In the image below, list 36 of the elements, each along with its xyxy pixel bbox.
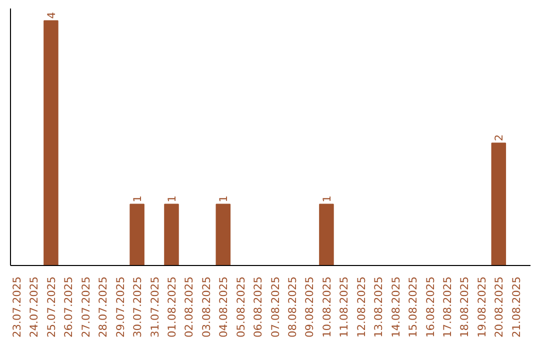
data-label: 1	[165, 196, 178, 202]
x-tick-label: 06.08.2025	[252, 276, 265, 338]
x-tick-label: 25.07.2025	[44, 276, 58, 338]
data-label: 1	[320, 196, 334, 202]
x-tick-label: 16.08.2025	[424, 276, 437, 338]
data-label: 4	[44, 12, 58, 19]
x-tick-label: 21.08.2025	[510, 276, 523, 338]
x-tick-label: 20.08.2025	[492, 276, 506, 338]
data-label: 1	[131, 196, 144, 202]
x-tick-label: 02.08.2025	[182, 276, 196, 338]
x-tick-label: 24.07.2025	[28, 276, 41, 338]
x-tick-label: 17.08.2025	[440, 276, 454, 338]
x-tick-label: 12.08.2025	[354, 276, 368, 338]
x-tick-label: 14.08.2025	[389, 276, 402, 338]
x-tick-label: 03.08.2025	[200, 276, 213, 338]
x-tick-label: 30.07.2025	[131, 276, 144, 338]
x-tick-label: 05.08.2025	[234, 276, 248, 338]
x-tick-label: 11.08.2025	[338, 276, 351, 338]
x-tick-label: 29.07.2025	[114, 276, 127, 338]
x-tick-label: 08.08.2025	[286, 276, 300, 338]
x-tick-label: 23.07.2025	[10, 276, 24, 338]
x-tick-label: 18.08.2025	[458, 276, 472, 338]
x-tick-label: 19.08.2025	[475, 276, 488, 338]
x-tick-label: 10.08.2025	[320, 276, 334, 338]
x-tick-label: 04.08.2025	[217, 276, 230, 338]
x-tick-label: 26.07.2025	[62, 276, 76, 338]
data-label: 2	[492, 134, 506, 142]
x-tick-label: 01.08.2025	[165, 276, 178, 338]
x-tick-label: 28.07.2025	[96, 276, 110, 338]
x-tick-label: 27.07.2025	[79, 276, 92, 338]
data-label: 1	[217, 196, 230, 202]
x-tick-label: 13.08.2025	[372, 276, 386, 338]
x-tick-label: 31.07.2025	[148, 276, 162, 338]
x-tick-label: 07.08.2025	[268, 276, 282, 338]
x-tick-label: 09.08.2025	[303, 276, 316, 338]
x-tick-label: 15.08.2025	[406, 276, 420, 338]
